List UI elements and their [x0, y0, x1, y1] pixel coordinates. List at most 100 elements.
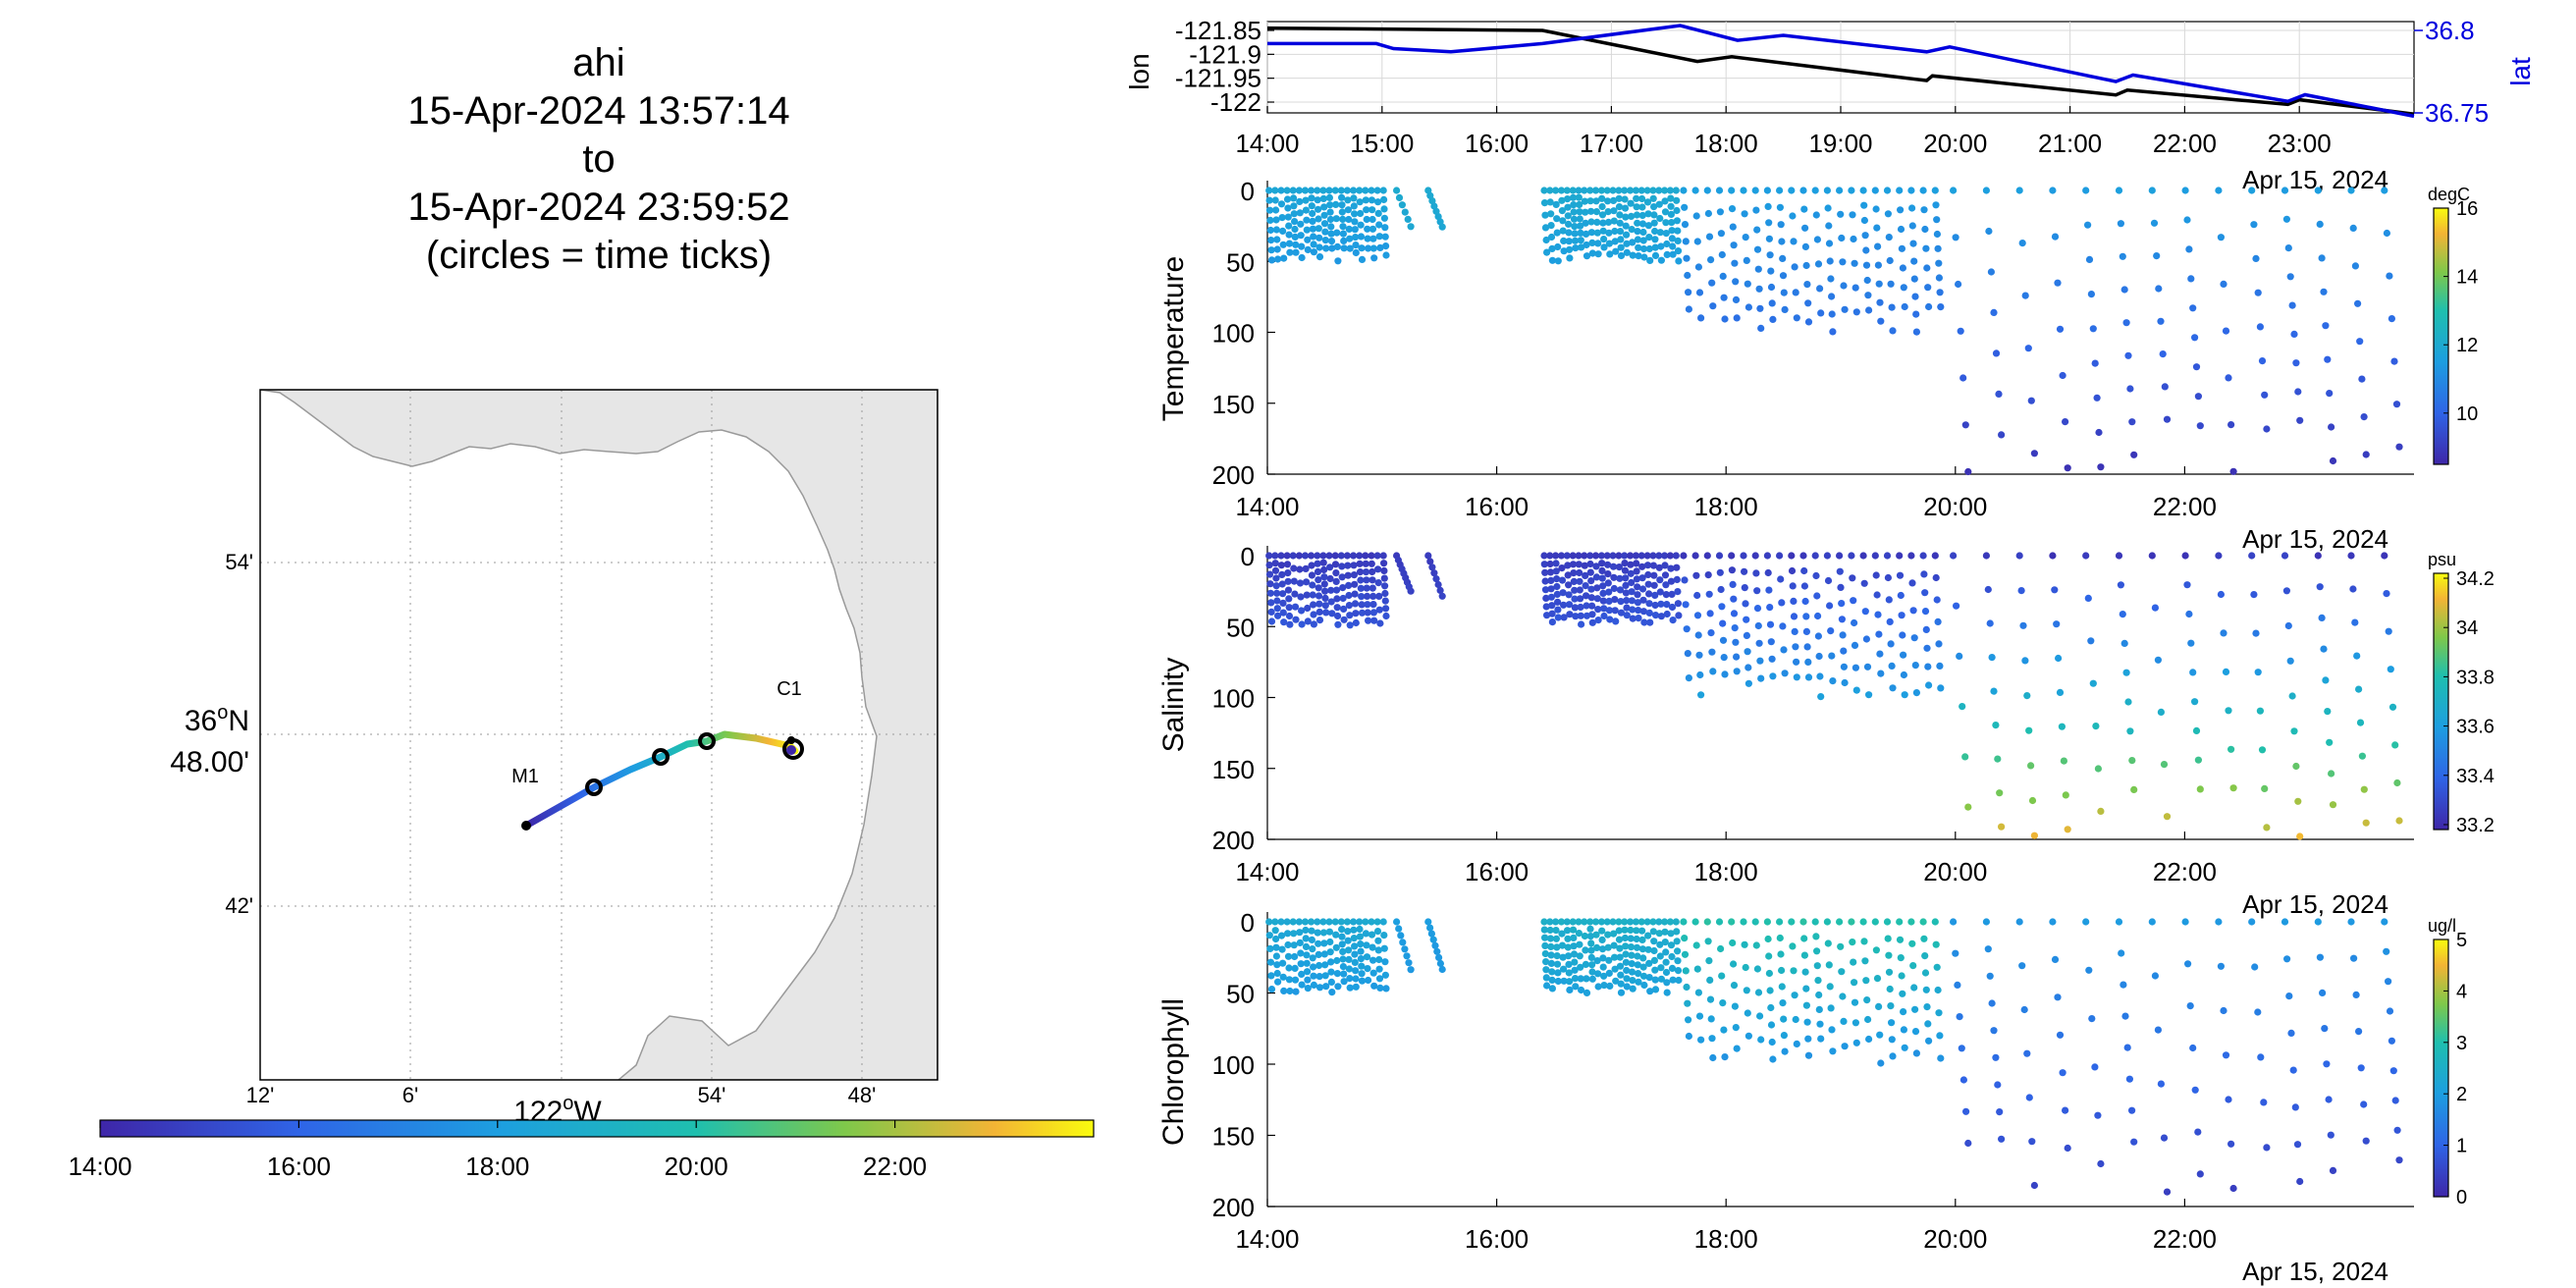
x-tick-label: 14:00: [1235, 492, 1299, 521]
data-point: [2187, 275, 2195, 283]
data-point: [1754, 265, 1762, 273]
data-point: [1328, 989, 1336, 996]
data-point: [1362, 930, 1369, 938]
data-point: [2388, 1037, 2395, 1045]
data-point: [1617, 243, 1625, 251]
data-point: [1327, 230, 1335, 238]
data-point: [1350, 918, 1358, 926]
data-point: [2381, 552, 2388, 560]
data-point: [1577, 975, 1584, 983]
data-point: [1667, 194, 1675, 202]
data-point: [1558, 196, 1566, 204]
data-point: [1298, 981, 1306, 989]
data-point: [1310, 241, 1317, 248]
data-point: [1680, 918, 1688, 926]
data-point: [2089, 679, 2097, 687]
data-point: [2296, 1177, 2304, 1186]
data-point: [1309, 591, 1316, 599]
data-point: [1309, 225, 1316, 233]
data-point: [1578, 243, 1585, 251]
data-point: [1621, 926, 1629, 934]
data-point: [1582, 208, 1589, 216]
data-point: [1310, 620, 1317, 628]
data-point: [1683, 625, 1690, 633]
data-point: [1308, 562, 1315, 569]
data-point: [1646, 256, 1654, 264]
data-point: [1640, 253, 1648, 261]
data-point: [1569, 193, 1578, 201]
data-point: [1790, 597, 1798, 606]
data-point: [2025, 726, 2033, 734]
data-point: [1812, 211, 1820, 219]
data-point: [1633, 194, 1640, 202]
data-point: [1996, 1108, 2004, 1116]
data-point: [1627, 199, 1635, 207]
data-point: [1380, 574, 1388, 582]
data-point: [1863, 663, 1872, 671]
data-point: [1302, 196, 1310, 204]
data-point: [1964, 803, 1972, 811]
data-point: [1813, 947, 1821, 955]
data-point: [2395, 817, 2403, 825]
data-point: [2258, 746, 2267, 754]
data-point: [1583, 989, 1591, 997]
data-point: [2064, 1144, 2071, 1153]
data-point: [2058, 723, 2066, 730]
data-point: [1925, 302, 1933, 311]
data-point: [1586, 197, 1594, 205]
data-point: [1566, 245, 1574, 253]
data-point: [1398, 201, 1406, 209]
data-point: [2284, 244, 2292, 252]
data-point: [1296, 939, 1304, 947]
data-point: [2354, 299, 2362, 307]
data-point: [1896, 187, 1904, 194]
data-point: [1582, 960, 1589, 969]
data-point: [1554, 969, 1562, 977]
data-point: [1680, 187, 1688, 194]
data-point: [2261, 784, 2269, 793]
data-point: [1753, 226, 1761, 234]
series-line-lon: [1266, 26, 2415, 116]
data-point: [1272, 943, 1280, 951]
data-point: [1587, 594, 1595, 602]
data-point: [1672, 187, 1680, 194]
data-point: [1719, 636, 1728, 644]
data-point: [1694, 989, 1702, 996]
data-point: [1345, 225, 1353, 233]
data-point: [1358, 244, 1366, 252]
data-point: [1542, 966, 1550, 974]
data-point: [2220, 1006, 2227, 1015]
data-point: [1340, 244, 1348, 252]
data-point: [1803, 643, 1811, 651]
data-point: [1911, 662, 1919, 670]
data-point: [1547, 210, 1555, 218]
data-point: [1768, 299, 1776, 307]
data-point: [2347, 552, 2355, 560]
data-point: [1267, 972, 1275, 980]
data-point: [1609, 187, 1617, 194]
data-point: [2085, 255, 2094, 263]
data-point: [1933, 230, 1941, 239]
data-point: [1744, 1032, 1752, 1040]
data-point: [1553, 229, 1561, 237]
data-point: [1912, 689, 1920, 697]
data-point: [1554, 598, 1562, 606]
data-point: [1673, 217, 1681, 225]
data-point: [2251, 963, 2259, 971]
data-point: [1804, 318, 1813, 326]
data-point: [1638, 585, 1647, 593]
data-point: [1668, 952, 1676, 961]
data-point: [1548, 985, 1556, 993]
data-point: [1381, 958, 1389, 966]
data-point: [2388, 703, 2397, 711]
data-point: [1986, 619, 1994, 627]
data-point: [1284, 204, 1292, 212]
data-point: [1848, 552, 1855, 560]
data-point: [1302, 926, 1310, 935]
data-point: [1731, 259, 1739, 267]
data-point: [1333, 970, 1341, 978]
data-point: [1541, 568, 1549, 576]
data-point: [1751, 552, 1759, 560]
data-point: [1356, 187, 1364, 194]
data-point: [1706, 976, 1714, 985]
